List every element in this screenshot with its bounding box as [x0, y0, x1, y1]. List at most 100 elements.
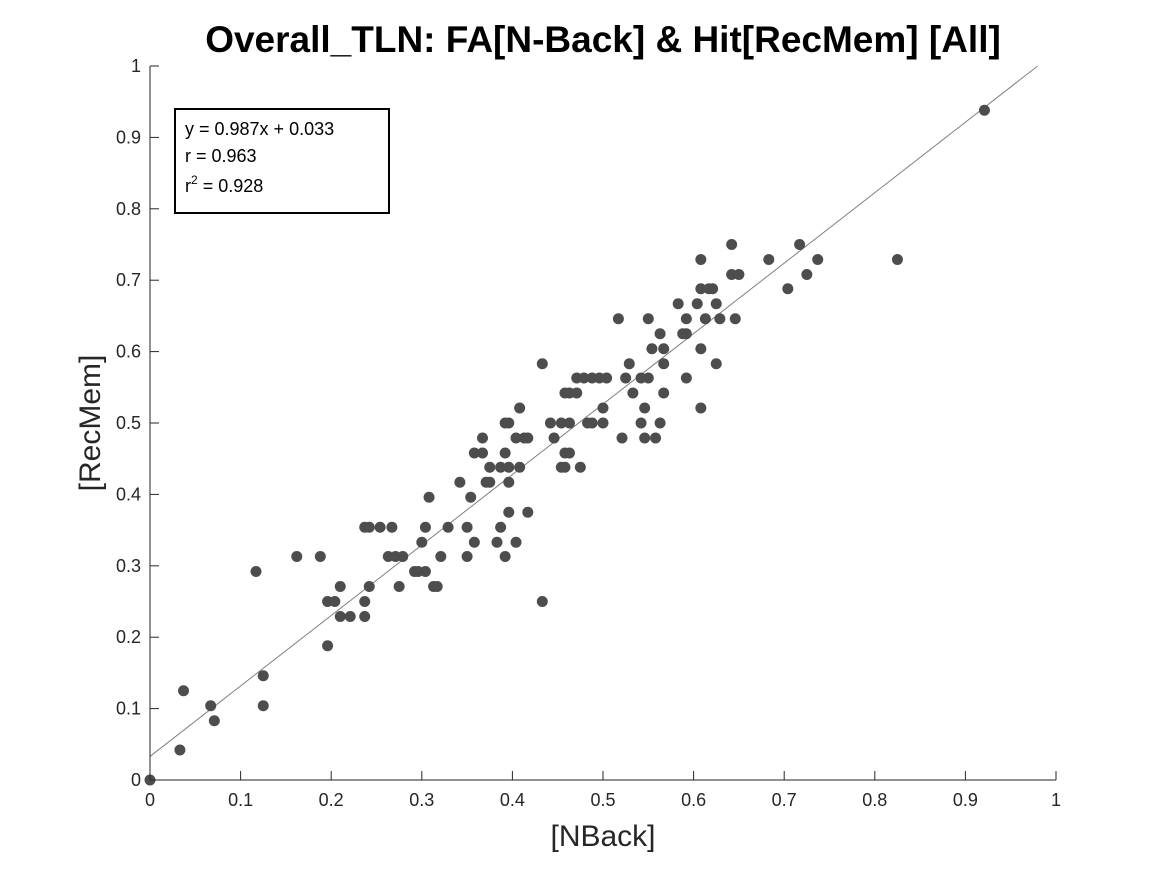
- stats-box: y = 0.987x + 0.033 r = 0.963 r2 = 0.928: [174, 108, 390, 214]
- data-point: [468, 447, 480, 459]
- data-point: [635, 417, 647, 429]
- x-tick-label: 0.6: [681, 790, 706, 810]
- data-point: [510, 536, 522, 548]
- data-point: [374, 521, 386, 533]
- data-point: [623, 358, 635, 370]
- data-point: [397, 551, 409, 563]
- data-point: [658, 387, 670, 399]
- data-point: [491, 536, 503, 548]
- data-point: [322, 640, 334, 652]
- data-point: [522, 506, 534, 518]
- x-tick-label: 0.9: [953, 790, 978, 810]
- data-point: [729, 313, 741, 325]
- data-point: [461, 551, 473, 563]
- data-point: [763, 253, 775, 265]
- data-point: [680, 313, 692, 325]
- data-point: [442, 521, 454, 533]
- fit-equation: y = 0.987x + 0.033: [185, 119, 334, 139]
- data-point: [733, 268, 745, 280]
- data-point: [544, 417, 556, 429]
- data-point: [503, 461, 515, 473]
- y-tick-label: 0.5: [116, 413, 141, 433]
- x-tick-label: 0: [145, 790, 155, 810]
- data-point: [419, 521, 431, 533]
- y-axis-label: [RecMem]: [74, 355, 107, 492]
- x-tick-label: 1: [1051, 790, 1061, 810]
- data-point: [650, 432, 662, 444]
- data-point: [178, 685, 190, 697]
- data-point: [257, 700, 269, 712]
- data-point: [465, 491, 477, 503]
- data-point: [484, 476, 496, 488]
- data-point: [344, 610, 356, 622]
- data-point: [503, 476, 515, 488]
- data-point: [503, 417, 515, 429]
- data-point: [642, 372, 654, 384]
- data-point: [646, 343, 658, 355]
- data-point: [563, 447, 575, 459]
- data-point: [782, 283, 794, 295]
- data-point: [586, 417, 598, 429]
- data-point: [597, 402, 609, 414]
- data-point: [208, 715, 220, 727]
- data-point: [329, 596, 341, 607]
- y-tick-label: 0.8: [116, 199, 141, 219]
- data-point: [334, 610, 346, 622]
- stats-box-border: [174, 108, 390, 214]
- data-point: [363, 581, 375, 593]
- data-point: [639, 432, 651, 444]
- data-point: [386, 521, 398, 533]
- fit-line-layer: [149, 65, 1038, 757]
- data-point: [435, 551, 447, 563]
- data-point: [658, 343, 670, 355]
- data-point: [510, 432, 522, 444]
- data-point: [495, 521, 507, 533]
- data-point: [359, 596, 371, 607]
- data-point: [548, 432, 560, 444]
- data-point: [891, 253, 903, 265]
- data-point: [514, 461, 526, 473]
- r-value: r = 0.963: [185, 146, 257, 166]
- data-point: [978, 104, 990, 116]
- data-point: [423, 491, 435, 503]
- data-point: [695, 402, 707, 414]
- y-tick-label: 0.3: [116, 556, 141, 576]
- data-point: [714, 313, 726, 325]
- x-tick-label: 0.1: [228, 790, 253, 810]
- data-point: [499, 447, 511, 459]
- data-point: [691, 298, 703, 310]
- data-point: [431, 581, 443, 593]
- data-point: [477, 432, 489, 444]
- data-point: [484, 461, 496, 473]
- data-point: [522, 432, 534, 444]
- x-tick-label: 0.3: [409, 790, 434, 810]
- x-ticks: 0 0.1 0.2 0.3 0.4 0.5 0.6 0.7 0.8 0.9 1: [145, 771, 1061, 810]
- data-point: [250, 566, 262, 578]
- data-point: [658, 358, 670, 370]
- r-squared-prefix: r: [185, 176, 191, 196]
- x-tick-label: 0.5: [590, 790, 615, 810]
- chart-title: Overall_TLN: FA[N-Back] & Hit[RecMem] [A…: [205, 19, 1001, 60]
- data-point: [571, 387, 583, 399]
- data-point: [461, 521, 473, 533]
- data-point: [174, 744, 186, 756]
- data-point: [416, 536, 428, 548]
- data-point: [695, 283, 707, 295]
- r-squared-exponent: 2: [191, 173, 198, 187]
- data-point: [680, 372, 692, 384]
- data-point: [503, 506, 515, 518]
- data-point: [597, 417, 609, 429]
- data-point: [642, 313, 654, 325]
- y-tick-label: 0.6: [116, 342, 141, 362]
- regression-line: [149, 65, 1038, 757]
- x-tick-label: 0.2: [319, 790, 344, 810]
- data-point: [454, 476, 466, 488]
- data-point: [291, 551, 303, 563]
- data-point: [578, 372, 590, 384]
- data-point: [359, 610, 371, 622]
- data-point: [680, 328, 692, 340]
- y-tick-label: 0.9: [116, 127, 141, 147]
- data-point: [710, 358, 722, 370]
- data-point: [363, 521, 375, 533]
- data-point: [536, 596, 548, 607]
